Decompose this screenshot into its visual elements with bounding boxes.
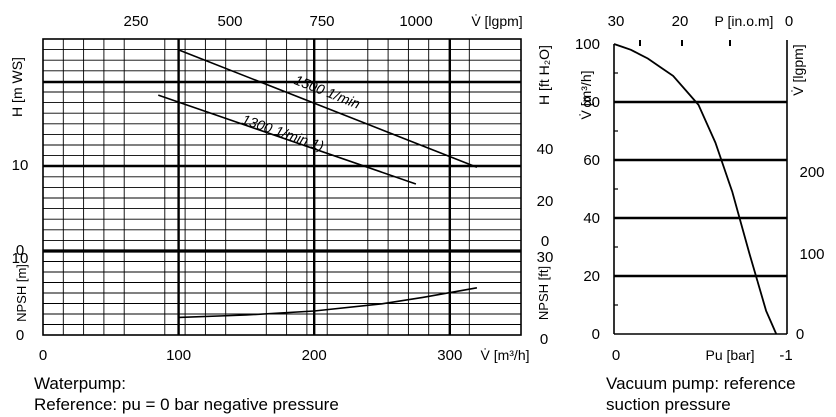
x-tick-label: 300 bbox=[437, 347, 462, 364]
x-tick-label: 200 bbox=[302, 347, 327, 364]
y-axis-label-left: V̇ [m³/h] bbox=[578, 70, 594, 119]
vacuum-curve bbox=[613, 43, 778, 335]
waterpump-caption-line2: Reference: pu = 0 bar negative pressure bbox=[34, 395, 339, 414]
x-axis-label: V̇ [m³/h] bbox=[480, 347, 529, 363]
y-tick-label: 20 bbox=[583, 268, 600, 285]
head-curve-1500 bbox=[178, 49, 478, 168]
y-tick-right-40: 40 bbox=[537, 141, 554, 158]
top-x-tick-label: 250 bbox=[123, 13, 148, 30]
y-tick-head-10: 10 bbox=[12, 157, 29, 174]
top-x-tick-20: 20 bbox=[672, 13, 689, 30]
top-x-tick-0: 0 bbox=[785, 13, 793, 30]
vacuum-caption-line1: Vacuum pump: reference bbox=[606, 374, 796, 393]
npsh-curve bbox=[178, 287, 478, 319]
y-tick-npsh-0: 0 bbox=[16, 327, 24, 344]
y-tick-label: 40 bbox=[583, 210, 600, 227]
top-x-axis-label: P [in.o.m] bbox=[715, 13, 774, 29]
vacuum-caption-line2: suction pressure bbox=[606, 395, 731, 414]
y-axis-label-head: H [m WS] bbox=[9, 57, 25, 117]
y-tick-right-0: 0 bbox=[541, 233, 549, 250]
x-tick-label-minus1: -1 bbox=[779, 347, 792, 364]
y-tick-label: 0 bbox=[592, 326, 600, 343]
y-tick-npsh-right-0: 0 bbox=[540, 331, 548, 348]
y-tick-label: 60 bbox=[583, 152, 600, 169]
top-x-tick-label: 500 bbox=[217, 13, 242, 30]
y-axis-label-npsh-right: NPSH [ft] bbox=[536, 266, 551, 320]
y-tick-label: 80 bbox=[583, 94, 600, 111]
waterpump-caption-line1: Waterpump: bbox=[34, 374, 126, 393]
y-tick-right-0: 0 bbox=[796, 326, 804, 343]
y-tick-right-100: 100 bbox=[799, 246, 824, 263]
top-x-tick-label: 750 bbox=[309, 13, 334, 30]
top-x-tick-label: 1000 bbox=[399, 13, 432, 30]
head-curve-1300 bbox=[157, 94, 417, 185]
y-axis-label-head-right: H [ft H₂O] bbox=[536, 45, 552, 105]
y-tick-head-0: 0 bbox=[16, 242, 24, 259]
y-tick-label: 100 bbox=[575, 36, 600, 53]
top-x-axis-label: V̇ [lgpm] bbox=[471, 13, 522, 29]
y-tick-right-20: 20 bbox=[537, 193, 554, 210]
x-tick-label: 0 bbox=[39, 347, 47, 364]
top-x-tick-30: 30 bbox=[608, 13, 625, 30]
x-axis-label: Pu [bar] bbox=[705, 347, 754, 363]
y-axis-label-npsh: NPSH [m] bbox=[14, 264, 29, 322]
y-axis-label-right: V̇ [lgpm] bbox=[790, 44, 806, 95]
y-tick-npsh-10: 10 bbox=[12, 250, 29, 267]
y-tick-right-200: 200 bbox=[799, 164, 824, 181]
x-tick-label: 100 bbox=[166, 347, 191, 364]
plot-frame bbox=[42, 38, 522, 336]
x-tick-label-0: 0 bbox=[612, 347, 620, 364]
y-tick-npsh-right-30: 30 bbox=[537, 249, 554, 266]
